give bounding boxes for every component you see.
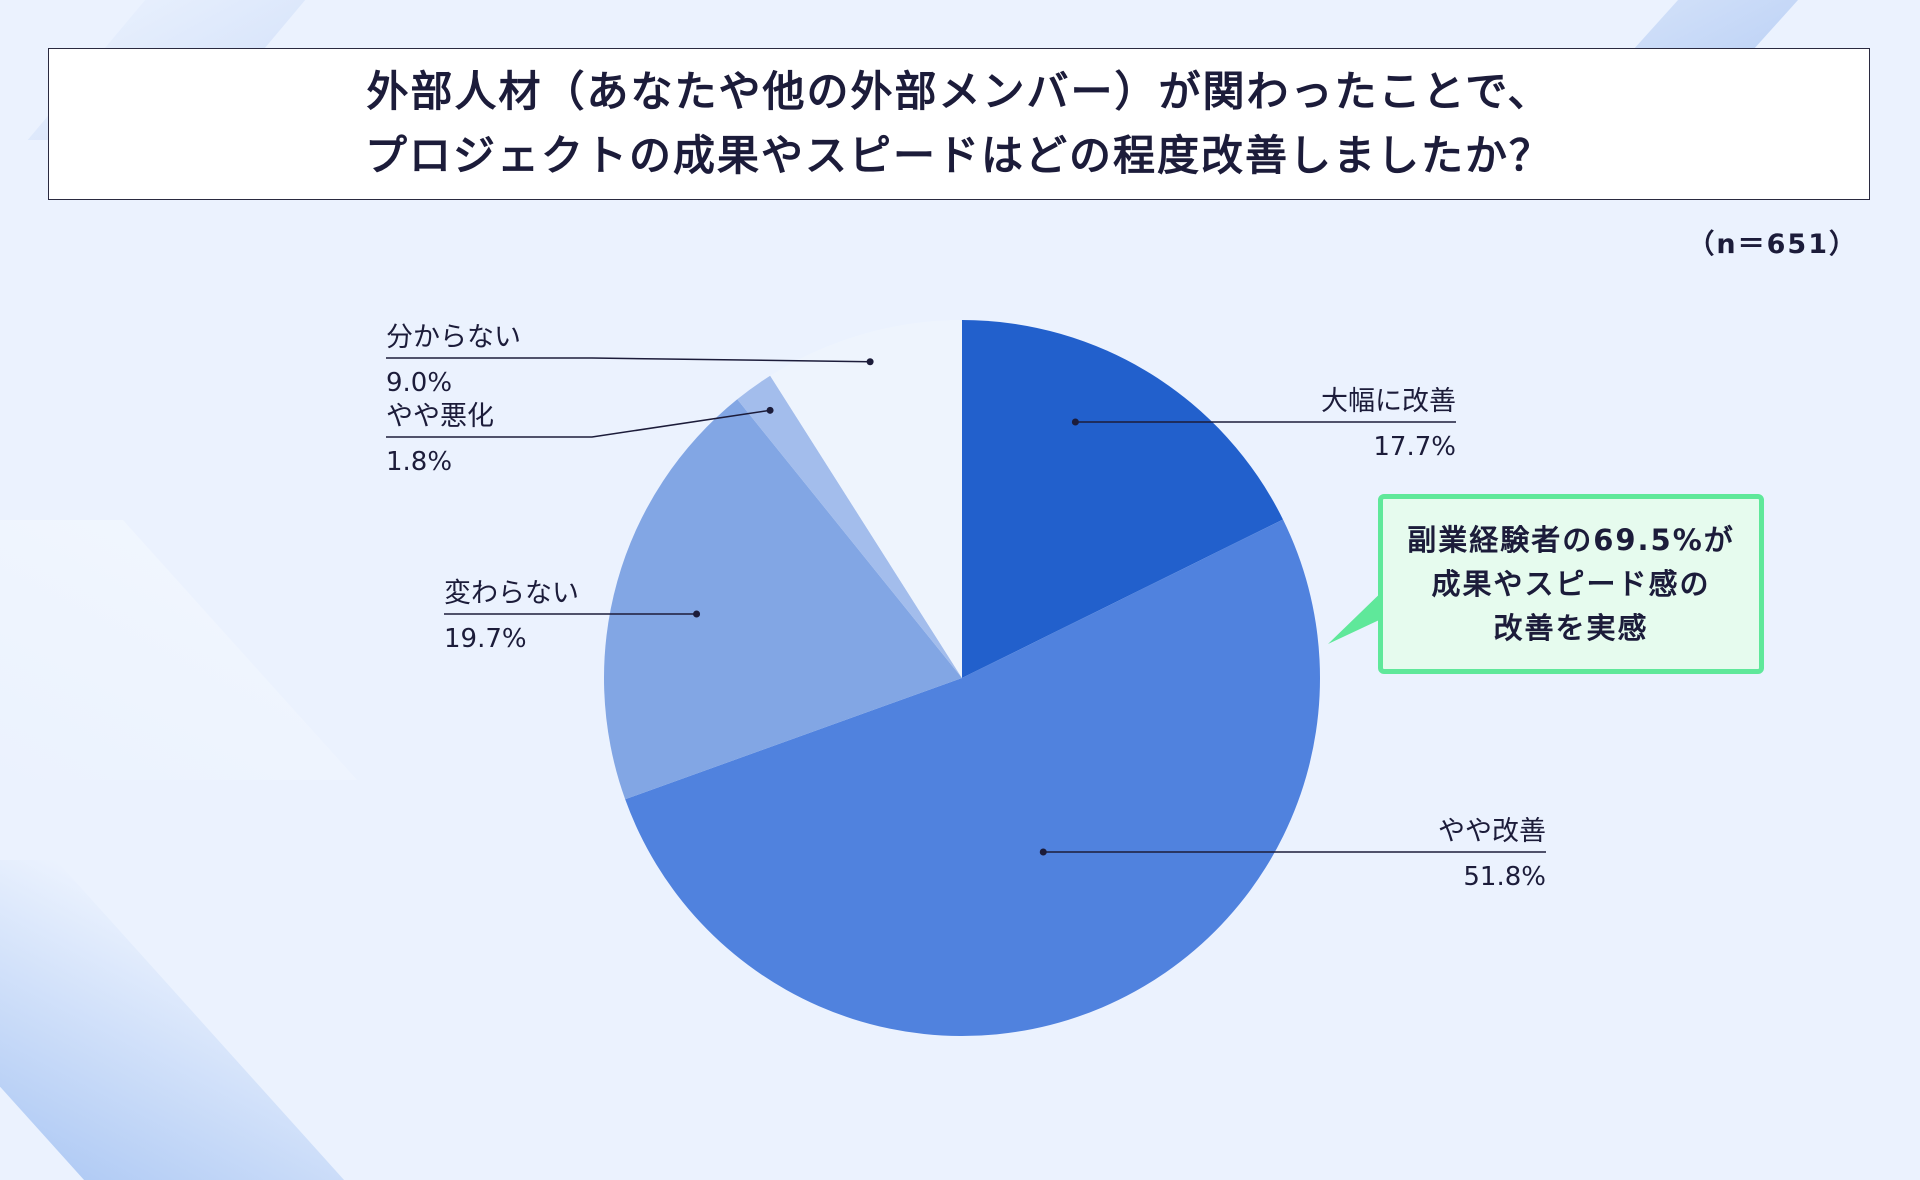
callout-pointer — [1328, 582, 1392, 644]
pie-slice-2 — [625, 519, 1320, 1037]
question-title-line-2: プロジェクトの成果やスピードはどの程度改善しましたか？ — [364, 131, 1553, 180]
slice-value-label: 51.8% — [1463, 862, 1546, 892]
pie-slice-1 — [962, 320, 1283, 678]
callout-box: 副業経験者の69.5%が 成果やスピード感の 改善を実感 — [1378, 494, 1764, 674]
question-title-line-1: 外部人材（あなたや他の外部メンバー）が関わったことで、 — [366, 67, 1552, 116]
sample-size-label: （n＝651） — [1687, 229, 1858, 260]
question-title-box: 外部人材（あなたや他の外部メンバー）が関わったことで、 プロジェクトの成果やスピ… — [48, 48, 1870, 200]
callout-text: 副業経験者の69.5%が 成果やスピード感の 改善を実感 — [1407, 523, 1735, 645]
leader-line-4 — [386, 409, 771, 438]
pie-slice-4 — [737, 375, 962, 678]
slice-category-label: 分からない — [386, 322, 521, 353]
slice-value-label: 1.8% — [386, 447, 452, 477]
slice-category-label: 大幅に改善 — [1321, 386, 1456, 417]
slice-value-label: 17.7% — [1373, 432, 1456, 462]
slice-category-label: やや改善 — [1438, 816, 1546, 847]
slice-category-label: やや悪化 — [386, 401, 494, 432]
pie-slice-5 — [770, 320, 962, 678]
leader-line-5 — [386, 357, 871, 363]
slice-value-label: 19.7% — [444, 624, 527, 654]
slice-value-label: 9.0% — [386, 368, 452, 398]
pie-slice-3 — [603, 399, 962, 800]
slice-category-label: 変わらない — [444, 578, 579, 609]
pie-chart: 大幅に改善 17.7% やや改善 51.8% 変わらない 19.7% やや悪化 1.8% 分から… — [386, 320, 1546, 1037]
